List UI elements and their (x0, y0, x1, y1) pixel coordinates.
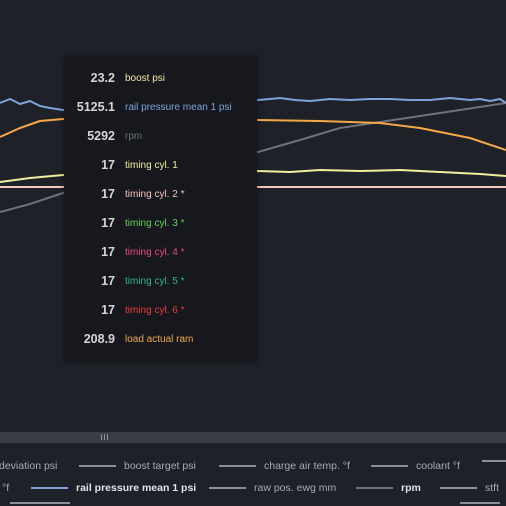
tooltip-label: rail pressure mean 1 psi (125, 101, 232, 113)
legend-swatch (371, 465, 408, 467)
chart-legend: deviation psi boost target psi charge ai… (0, 443, 506, 506)
legend-swatch (209, 487, 246, 489)
tooltip-label: timing cyl. 4 * (125, 246, 185, 258)
tooltip-label: timing cyl. 1 (125, 159, 178, 171)
tooltip-label: timing cyl. 6 * (125, 304, 185, 316)
legend-label: deviation psi (0, 460, 58, 472)
legend-item-deviation[interactable]: deviation psi (0, 460, 57, 472)
legend-swatch (79, 465, 116, 467)
scrollbar-grip-handle[interactable] (101, 434, 110, 440)
tooltip-value: 17 (101, 245, 115, 259)
legend-label: charge air temp. °f (264, 460, 350, 472)
legend-item-rail-pressure[interactable]: rail pressure mean 1 psi (31, 482, 196, 494)
horizontal-scrollbar[interactable] (0, 432, 506, 443)
legend-label: °f (2, 482, 10, 494)
timing-cyl1-line (0, 169, 506, 183)
tooltip-row: 208.9 load actual ram (64, 329, 257, 349)
legend-item-next[interactable] (482, 460, 506, 462)
legend-swatch (31, 487, 68, 489)
rail-pressure-line (0, 97, 506, 111)
rpm-line (0, 102, 506, 213)
tooltip-label: load actual ram (125, 333, 194, 345)
legend-item-row3-right[interactable] (460, 502, 506, 504)
legend-item-stft[interactable]: stft (440, 482, 499, 494)
tooltip-row: 17 timing cyl. 3 * (64, 213, 257, 233)
legend-item-boost-target[interactable]: boost target psi (79, 460, 196, 472)
legend-swatch (440, 487, 477, 489)
tooltip-label: timing cyl. 3 * (125, 217, 185, 229)
legend-swatch (219, 465, 256, 467)
tooltip-label: timing cyl. 5 * (125, 275, 185, 287)
legend-item-row3[interactable] (10, 502, 78, 504)
tooltip-value: 17 (101, 303, 115, 317)
tooltip-value: 5125.1 (76, 100, 115, 114)
legend-label: stft (485, 482, 500, 494)
tooltip-value: 23.2 (90, 71, 115, 85)
data-tooltip: 23.2 boost psi 5125.1 rail pressure mean… (64, 57, 257, 362)
tooltip-row: 5125.1 rail pressure mean 1 psi (64, 97, 257, 117)
tooltip-value: 208.9 (83, 332, 115, 346)
legend-item-charge-air-temp[interactable]: charge air temp. °f (219, 460, 350, 472)
tooltip-value: 17 (101, 187, 115, 201)
tooltip-row: 17 timing cyl. 1 (64, 155, 257, 175)
legend-label: rail pressure mean 1 psi (76, 482, 197, 494)
tooltip-row: 17 timing cyl. 5 * (64, 271, 257, 291)
legend-label: boost target psi (124, 460, 196, 472)
legend-label: rpm (401, 482, 421, 494)
tooltip-label: timing cyl. 2 * (125, 188, 185, 200)
legend-item-temp[interactable]: °f (2, 482, 9, 494)
legend-label: coolant °f (416, 460, 460, 472)
legend-swatch (460, 502, 500, 504)
legend-label: raw pos. ewg mm (254, 482, 337, 494)
tooltip-value: 17 (101, 274, 115, 288)
tooltip-row: 17 timing cyl. 2 * (64, 184, 257, 204)
legend-swatch (356, 487, 393, 489)
tooltip-label: rpm (125, 130, 143, 142)
legend-swatch (10, 502, 70, 504)
legend-swatch (482, 460, 506, 462)
tooltip-value: 17 (101, 216, 115, 230)
tooltip-value: 17 (101, 158, 115, 172)
tooltip-value: 5292 (87, 129, 115, 143)
legend-item-rpm[interactable]: rpm (356, 482, 421, 494)
legend-item-raw-pos-ewg[interactable]: raw pos. ewg mm (209, 482, 336, 494)
tooltip-row: 17 timing cyl. 6 * (64, 300, 257, 320)
tooltip-row: 17 timing cyl. 4 * (64, 242, 257, 262)
tooltip-row: 23.2 boost psi (64, 68, 257, 88)
tooltip-label: boost psi (125, 72, 166, 84)
legend-item-coolant[interactable]: coolant °f (371, 460, 460, 472)
tooltip-row: 5292 rpm (64, 126, 257, 146)
